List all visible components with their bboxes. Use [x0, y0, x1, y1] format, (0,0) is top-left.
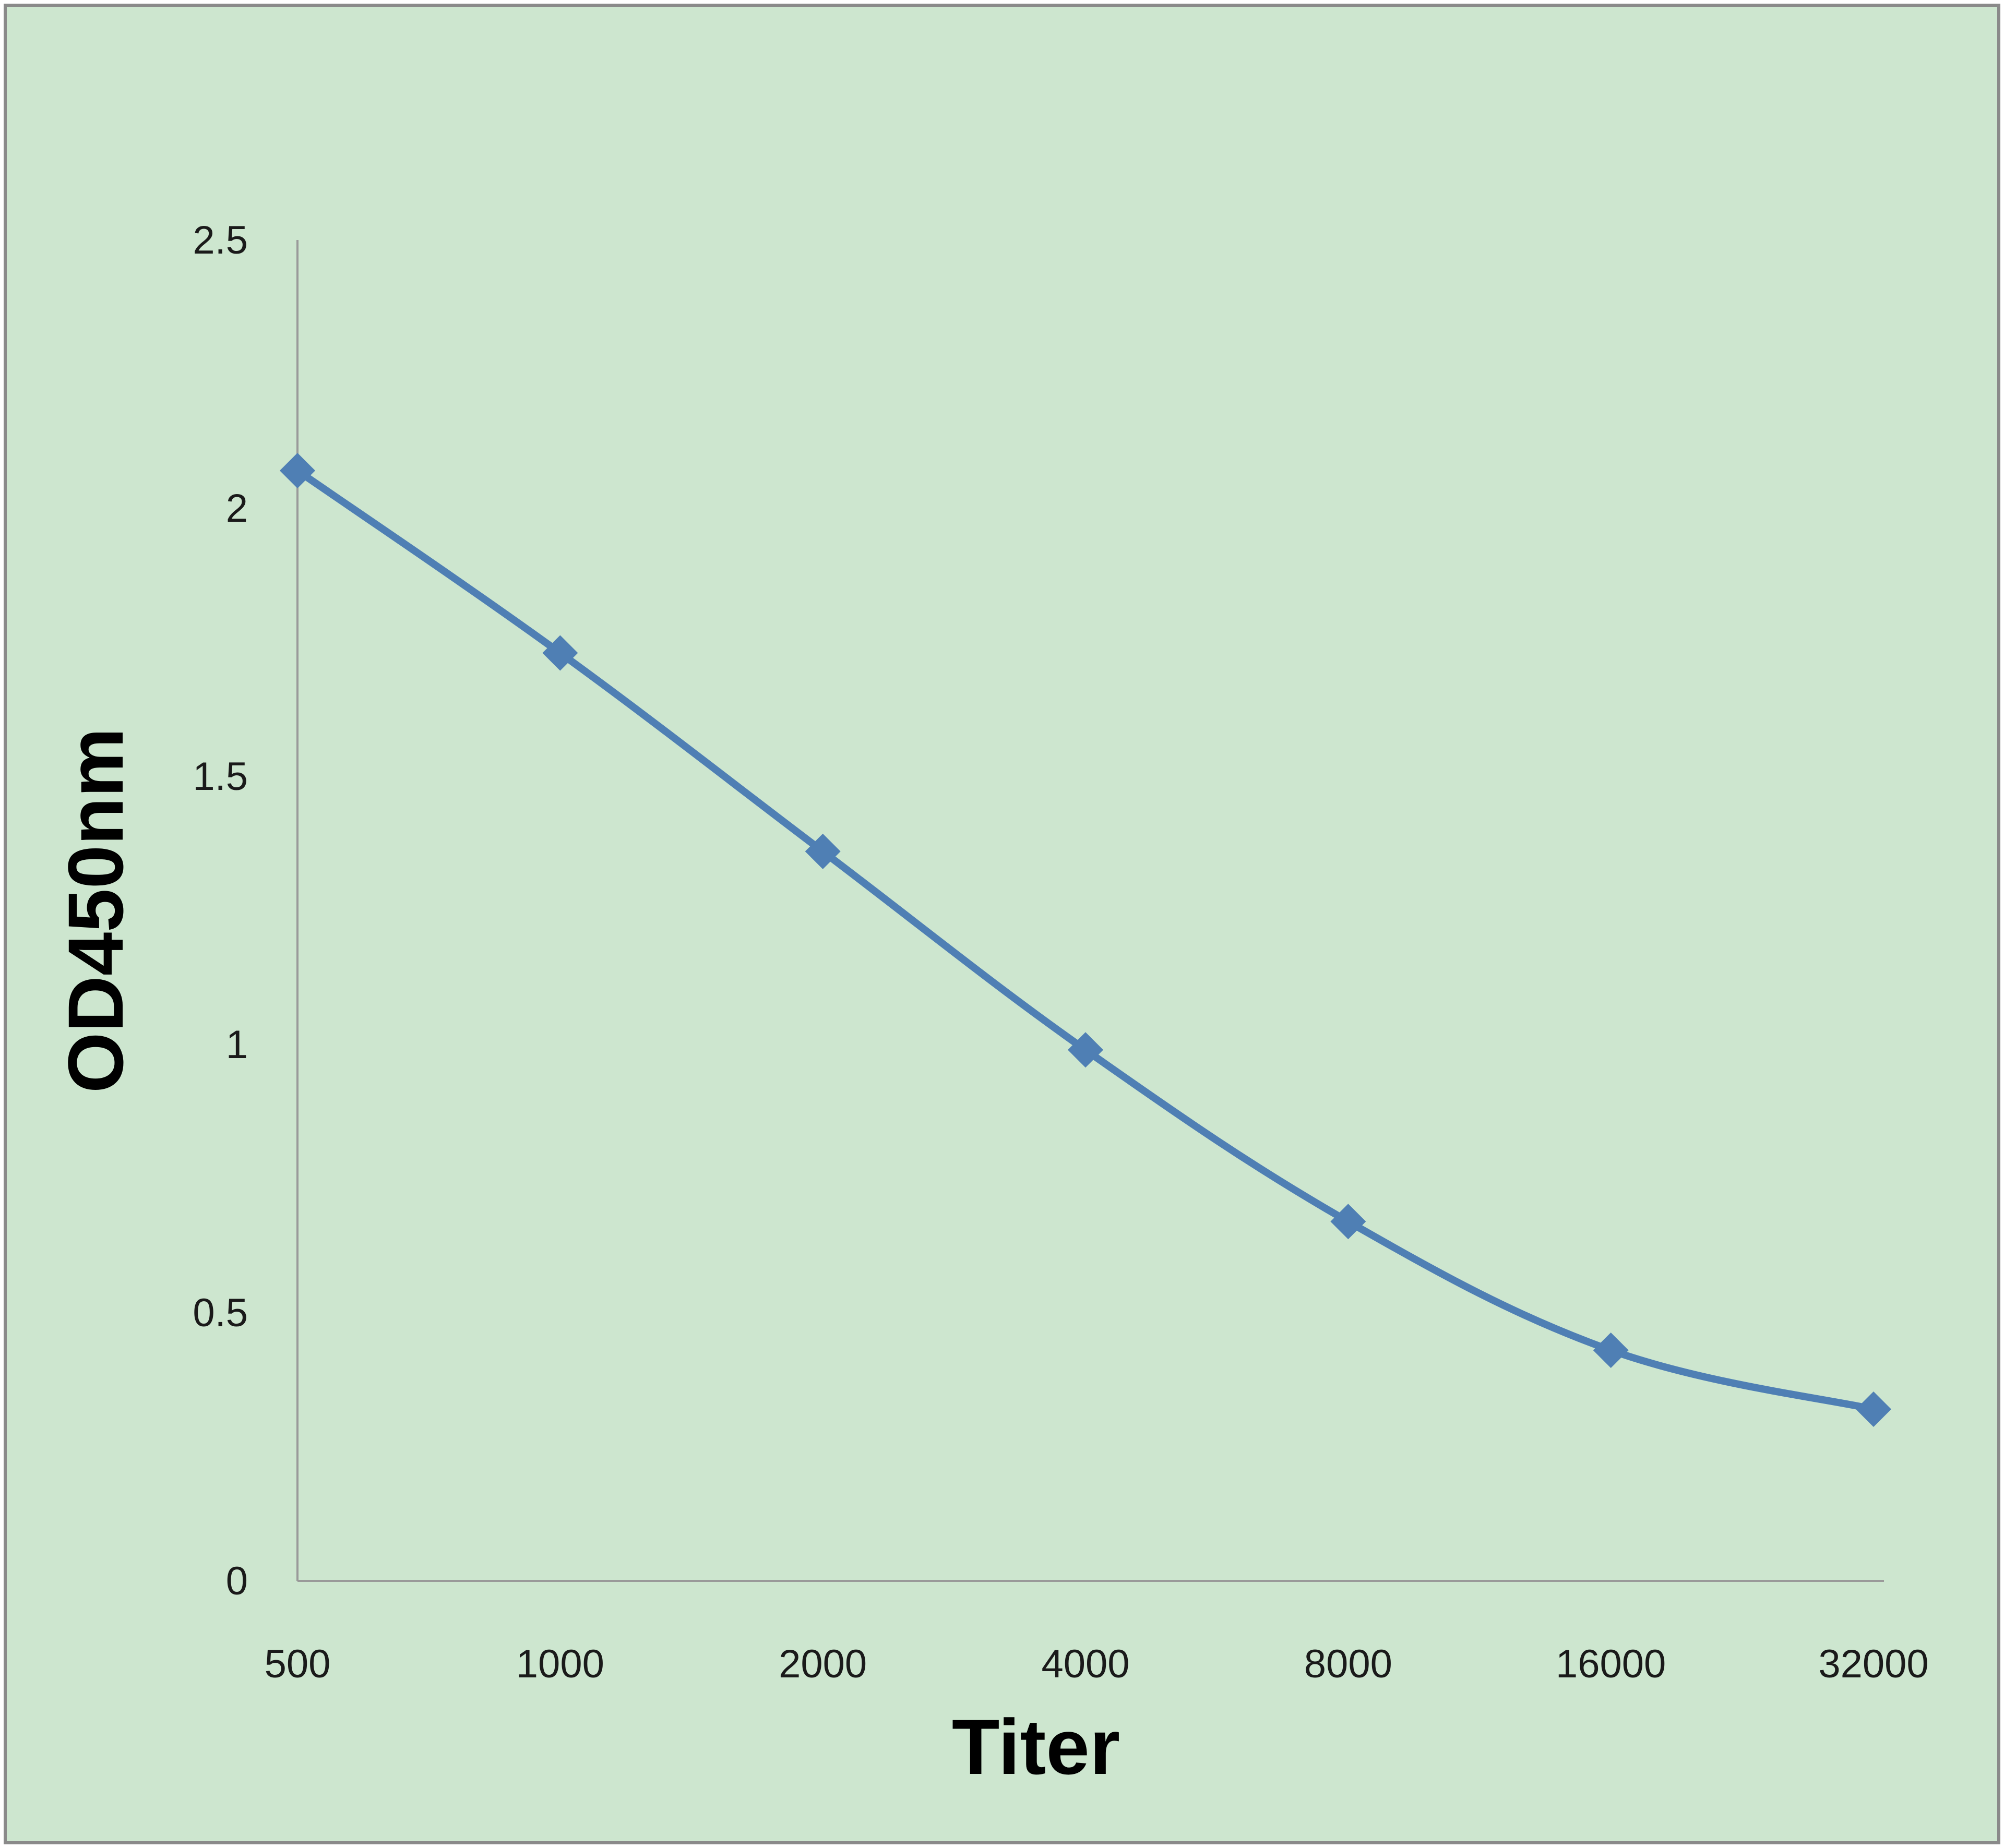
data-point-marker: [280, 453, 315, 489]
y-tick-label: 0.5: [193, 1291, 248, 1335]
x-tick-label: 1000: [516, 1642, 604, 1686]
data-point-marker: [1593, 1332, 1629, 1368]
series-layer: [280, 453, 1891, 1427]
data-point-marker: [1330, 1204, 1366, 1240]
x-tick-label: 2000: [779, 1642, 867, 1686]
data-point-marker: [805, 833, 841, 869]
y-tick-label: 1.5: [193, 754, 248, 799]
y-tick-label: 0: [226, 1559, 248, 1603]
x-tick-label: 16000: [1556, 1642, 1666, 1686]
x-tick-label: 4000: [1041, 1642, 1129, 1686]
y-tick-labels: 0 0.5 1 1.5 2 2.5: [193, 218, 248, 1603]
data-point-marker: [1068, 1032, 1103, 1068]
x-tick-labels: 500 1000 2000 4000 8000 16000 32000: [265, 1642, 1929, 1686]
y-tick-label: 2: [226, 486, 248, 531]
data-point-marker: [1856, 1391, 1891, 1427]
x-axis-title: Titer: [952, 1703, 1120, 1791]
y-tick-label: 1: [226, 1023, 248, 1067]
chart-background: [4, 4, 2000, 1844]
x-tick-label: 500: [265, 1642, 331, 1686]
x-tick-label: 32000: [1818, 1642, 1928, 1686]
x-tick-label: 8000: [1304, 1642, 1392, 1686]
y-tick-label: 2.5: [193, 218, 248, 262]
y-axis-title: OD450nm: [52, 728, 139, 1093]
data-point-marker: [542, 635, 578, 671]
